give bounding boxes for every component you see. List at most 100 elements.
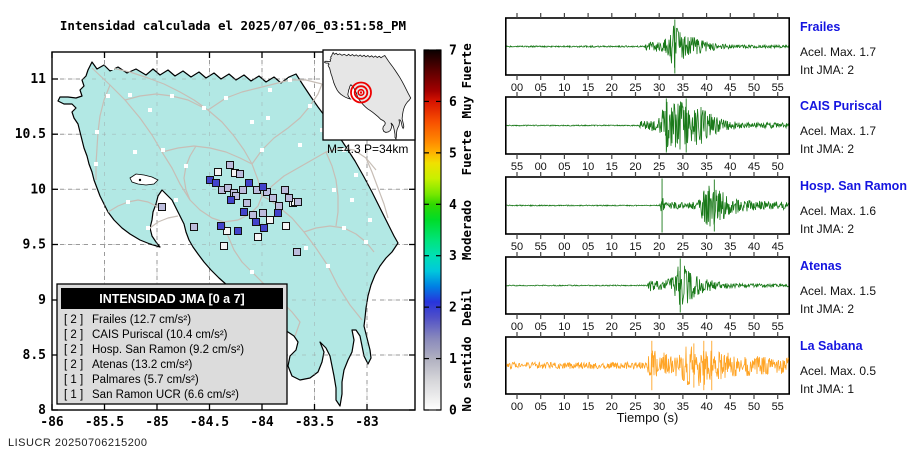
acel-max-value: Acel. Max. 0.5: [800, 364, 877, 378]
legend-row-label: Atenas (13.2 cm/s²): [92, 359, 193, 371]
colorbar-number: 2: [449, 301, 457, 316]
colorbar-category-label: No sentido: [459, 336, 474, 411]
trace-tick-label: 00: [558, 241, 570, 253]
legend-row-level: [ 1 ]: [64, 389, 83, 401]
station-marker: [234, 227, 242, 235]
seismogram-atenas: 00 05 10 15 20 25 30 35 40 45 50 55: [505, 252, 790, 333]
waveform: [506, 185, 789, 227]
station-marker: [220, 242, 228, 250]
inset-country-outline: [323, 51, 412, 141]
station-marker: [249, 211, 257, 219]
station-name: Atenas: [800, 259, 842, 273]
station-marker: [217, 222, 225, 230]
station-marker: [259, 183, 267, 191]
trace-tick-label: 10: [558, 401, 570, 413]
seismogram-hosp-san-ramon: 50 55 00 05 10 15 20 25 30 35 40 45: [505, 172, 790, 253]
inset-map: M=4.3 P=34km: [322, 49, 416, 156]
trace-tick-label: 20: [606, 321, 618, 333]
station-name: CAIS Puriscal: [800, 99, 882, 113]
trace-tick-label: 10: [606, 241, 618, 253]
station-marker: [245, 179, 253, 187]
trace-tick-label: 30: [653, 401, 665, 413]
colorbar-ticks: [424, 49, 441, 411]
int-jma-value: Int JMA: 2: [800, 222, 855, 236]
legend-row-level: [ 2 ]: [64, 344, 83, 356]
y-tick-label: 8.5: [23, 348, 46, 363]
station-marker: [224, 184, 232, 192]
trace-frame: [505, 96, 790, 155]
station-marker: [269, 194, 277, 202]
trace-tick-label: 40: [724, 161, 736, 173]
trace-tick-label: 05: [535, 82, 547, 94]
legend-row-label: Palmares (5.7 cm/s²): [92, 374, 199, 386]
station-marker: [227, 196, 235, 204]
trace-tick-label: 50: [748, 321, 760, 333]
town-dots: [94, 66, 372, 304]
station-marker: [275, 202, 283, 210]
station-name: Hosp. San Ramon: [800, 179, 907, 193]
trace-tick-label: 20: [629, 161, 641, 173]
station-name: La Sabana: [800, 339, 863, 353]
trace-tick-label: 45: [724, 401, 736, 413]
trace-tick-label: 35: [700, 161, 712, 173]
trace-tick-label: 15: [582, 82, 594, 94]
colorbar-category-label: Moderado: [459, 200, 474, 260]
colorbar: 0 1 2 3 4 5 6 7 No sentido Debil Moderado Fuerte Mu…: [423, 43, 474, 419]
colorbar-category-label: Muy Fuerte: [459, 43, 474, 119]
station-info-cais-puriscal: CAIS Puriscal Acel. Max. 1.7 Int JMA: 2: [800, 99, 908, 158]
trace-tick-label: 25: [629, 401, 641, 413]
trace-tick-label: 00: [535, 161, 547, 173]
trace-frame: [505, 256, 790, 315]
station-marker: [281, 186, 289, 194]
epicenter-bullseye-icon: [350, 81, 372, 104]
map-title: Intensidad calculada el 2025/07/06_03:51…: [60, 18, 406, 34]
trace-frame: [505, 176, 790, 235]
trace-frame: [505, 17, 790, 76]
trace-tick-label: 35: [677, 321, 689, 333]
legend-row-label: Hosp. San Ramon (9.2 cm/s²): [92, 344, 244, 356]
station-marker: [285, 194, 293, 202]
legend-box: INTENSIDAD JMA [0 a 7] [ 2 ] Frailes (12…: [56, 283, 288, 405]
legend-row-label: Frailes (12.7 cm/s²): [92, 314, 191, 326]
trace-tick-label: 45: [748, 161, 760, 173]
seismogram-frailes: 00 05 10 15 20 25 30 35 40 45 50 55: [505, 13, 790, 94]
map-longitude-labels: -86 -85.5 -85 -84.5 -84 -83.5 -83: [40, 415, 378, 430]
legend-row-label: San Ramon UCR (6.6 cm/s²): [92, 389, 239, 401]
station-name: Frailes: [800, 20, 841, 34]
station-marker: [274, 209, 282, 217]
colorbar-gradient: [423, 49, 442, 411]
lake-arenal: [129, 173, 159, 186]
trace-tick-label: 35: [677, 401, 689, 413]
intensity-map-figure: Intensidad calculada el 2025/07/06_03:51…: [8, 18, 474, 449]
trace-tick-label: 50: [748, 82, 760, 94]
x-tick-label: -86: [40, 415, 64, 430]
intensity-station-markers: [158, 161, 302, 256]
trace-tick-label: 30: [653, 321, 665, 333]
trace-tick-label: 20: [653, 241, 665, 253]
station-marker: [293, 248, 301, 256]
station-marker: [243, 199, 251, 207]
station-marker: [259, 209, 267, 217]
legend-header-bar: [61, 288, 283, 309]
trace-tick-label: 30: [677, 161, 689, 173]
trace-tick-label: 15: [606, 161, 618, 173]
trace-tick-label: 30: [700, 241, 712, 253]
trace-tick-label: 00: [511, 82, 523, 94]
trace-tick-label: 40: [700, 401, 712, 413]
x-tick-label: -83: [355, 415, 378, 430]
station-marker: [240, 208, 248, 216]
trace-tick-label: 50: [772, 161, 784, 173]
int-jma-value: Int JMA: 1: [800, 382, 855, 396]
colorbar-number: 4: [449, 198, 457, 213]
trace-tick-label: 40: [748, 241, 760, 253]
colorbar-number: 5: [449, 146, 457, 161]
legend-row-level: [ 2 ]: [64, 359, 83, 371]
colorbar-category-labels: No sentido Debil Moderado Fuerte Muy Fuerte: [459, 43, 474, 412]
waveform: [506, 101, 789, 151]
map-frame: [51, 51, 416, 411]
station-marker: [239, 186, 247, 194]
waveform: [506, 265, 789, 305]
legend-row-level: [ 2 ]: [64, 314, 83, 326]
y-tick-label: 11: [30, 72, 46, 87]
